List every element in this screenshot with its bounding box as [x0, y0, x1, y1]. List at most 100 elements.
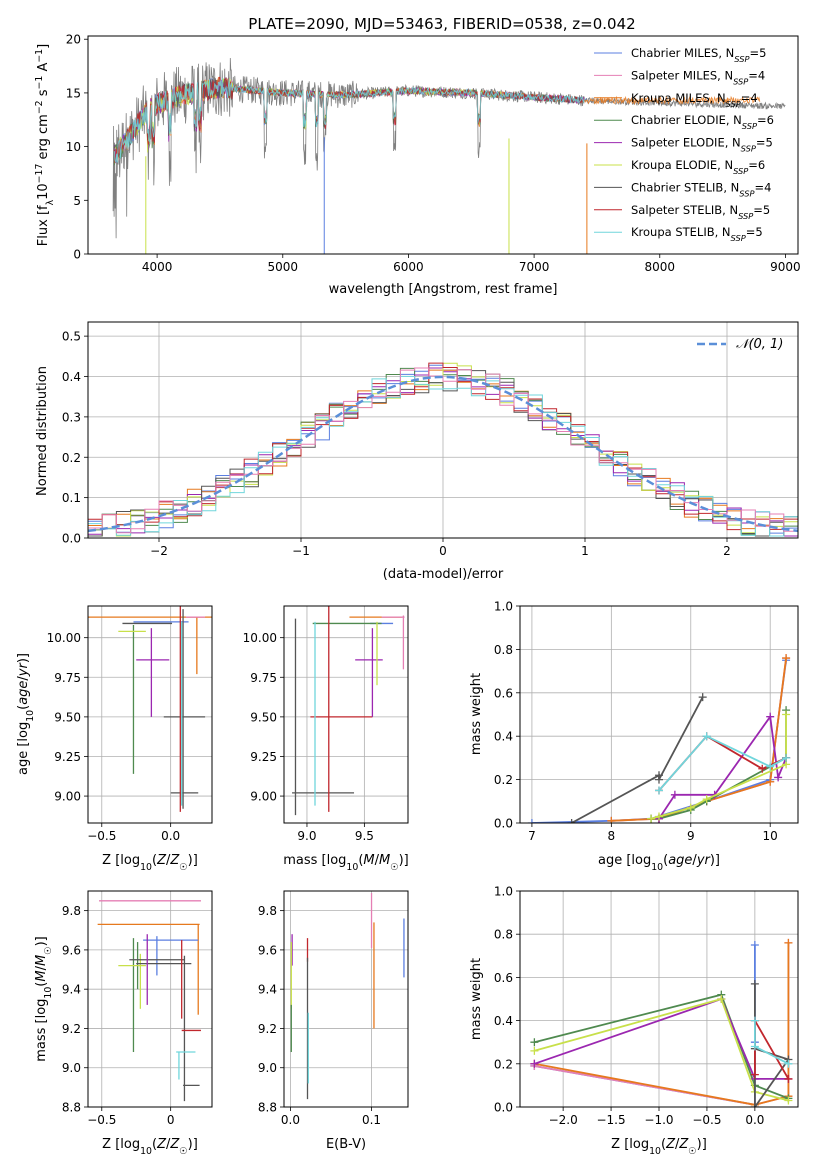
- weight-series: [607, 654, 791, 823]
- x-tick-label: 2: [723, 544, 731, 558]
- x-tick-label: 0: [167, 1113, 175, 1127]
- plus-marker: [702, 732, 711, 741]
- plus-marker: [698, 693, 707, 702]
- x-tick-label: 10: [763, 829, 778, 843]
- age-vs-z-x-axis-label: Z [log10(Z/Z☉)]: [102, 853, 198, 873]
- plus-marker: [750, 941, 759, 949]
- legend-label: Chabrier ELODIE, NSSP=6: [631, 113, 774, 131]
- mass-vs-z-y-axis-label: mass [log10(M/M☉)]: [34, 936, 54, 1062]
- y-tick-label: 9.6: [258, 943, 277, 957]
- y-tick-label: 0.4: [494, 1014, 513, 1028]
- axes-age-vs-mass: 9.0 9.5 9.00 9.25 9.50 9.75 10.00: [243, 605, 409, 843]
- plus-marker: [530, 1059, 539, 1068]
- residuals-y-axis-label: Normed distribution: [35, 366, 50, 496]
- y-tick-label: 9.8: [62, 904, 81, 918]
- plus-marker: [784, 938, 793, 947]
- x-tick-label: 1: [581, 544, 589, 558]
- y-tick-label: 10: [66, 140, 81, 154]
- y-tick-label: 0: [73, 248, 81, 262]
- y-tick-label: 0.8: [494, 928, 513, 942]
- axes-frame: [87, 890, 213, 1108]
- mass-vs-ebv-x-axis-label: E(B-V): [326, 1137, 366, 1152]
- axes-mass-vs-ebv: 0.0 0.1 8.8 9.0 9.2 9.4 9.6 9.8: [258, 890, 409, 1127]
- y-tick-label: 8.8: [258, 1101, 277, 1115]
- plot-area-weight-vs-age: [527, 654, 791, 823]
- plus-marker: [530, 1046, 539, 1055]
- plus-marker: [750, 1042, 759, 1051]
- y-tick-label: 0.8: [494, 643, 513, 657]
- x-tick-label: −2.0: [549, 1113, 578, 1127]
- axes-frame: [87, 605, 213, 824]
- plus-marker: [717, 995, 726, 1003]
- y-tick-label: 1.0: [494, 600, 513, 614]
- legend-label: Salpeter MILES, NSSP=4: [631, 68, 765, 86]
- figure-title: PLATE=2090, MJD=53463, FIBERID=0538, z=0…: [248, 15, 635, 33]
- axes-residuals: −2 −1 0 1 2 0.0 0.1 0.2 0.3 0.4 0.5: [62, 321, 799, 558]
- x-tick-label: 9.5: [355, 829, 374, 843]
- spectrum-y-axis-label: Flux [fλ10−17 erg cm−2 s−1 A−1]: [34, 44, 56, 246]
- y-tick-label: 0.0: [494, 817, 513, 831]
- plus-marker: [784, 1059, 793, 1068]
- plot-area-mass-vs-ebv: [290, 892, 405, 1100]
- x-tick-label: −1.0: [644, 1113, 673, 1127]
- weight-series: [750, 1016, 793, 1068]
- plus-marker: [607, 816, 616, 823]
- plus-marker: [686, 803, 695, 812]
- x-tick-label: −0.5: [692, 1113, 721, 1127]
- legend-label: Chabrier STELIB, NSSP=4: [631, 180, 771, 198]
- weight-series: [530, 938, 793, 1107]
- y-tick-label: 0.2: [494, 1057, 513, 1071]
- mass-vs-z-x-axis-label: Z [log10(Z/Z☉)]: [102, 1137, 198, 1157]
- x-tick-label: 0.0: [281, 1113, 300, 1127]
- y-tick-label: 0.1: [62, 491, 81, 505]
- y-tick-label: 0.6: [494, 686, 513, 700]
- x-tick-label: −2: [150, 544, 168, 558]
- y-tick-label: 9.4: [62, 983, 81, 997]
- plus-marker: [750, 1070, 759, 1079]
- x-tick-label: 9: [687, 829, 695, 843]
- weight-line: [611, 657, 787, 822]
- plot-area-age-vs-mass: [292, 606, 405, 816]
- histogram-step: [88, 367, 798, 534]
- axes-weight-vs-age: 7 8 9 10 0.0 0.2 0.4 0.6 0.8 1.0: [494, 600, 799, 843]
- weight-vs-age-y-axis-label: mass weight: [469, 673, 484, 755]
- y-tick-label: 8.8: [62, 1101, 81, 1115]
- legend-label: Kroupa STELIB, NSSP=5: [631, 225, 763, 243]
- x-tick-label: 6000: [393, 260, 424, 274]
- y-tick-label: 9.75: [54, 671, 81, 685]
- y-tick-label: 0.5: [62, 330, 81, 344]
- plus-marker: [527, 819, 536, 823]
- axes-spectrum: 4000 5000 6000 7000 8000 9000 0 5 10 15 20: [66, 33, 801, 274]
- y-tick-label: 0.0: [62, 532, 81, 546]
- weight-series: [567, 693, 707, 823]
- y-tick-label: 10.00: [243, 631, 277, 645]
- spectrum-x-axis-label: wavelength [Angstrom, rest frame]: [329, 282, 558, 297]
- y-tick-label: 9.2: [62, 1022, 81, 1036]
- axes-mass-vs-z: −0.5 0 8.8 9.0 9.2 9.4 9.6 9.8: [62, 890, 213, 1127]
- plus-marker: [758, 764, 767, 773]
- plus-marker: [567, 819, 576, 823]
- plus-marker: [655, 775, 663, 784]
- x-tick-label: 8: [608, 829, 616, 843]
- plus-marker: [702, 795, 711, 804]
- age-vs-z-y-axis-label: age [log10(age/yr)]: [16, 653, 36, 775]
- histogram-step: [88, 369, 798, 537]
- axes-frame: [283, 890, 409, 1108]
- y-tick-label: 9.0: [258, 1061, 277, 1075]
- axes-frame: [87, 35, 799, 255]
- x-tick-label: 4000: [142, 260, 173, 274]
- age-vs-mass-x-axis-label: mass [log10(M/M☉)]: [283, 853, 409, 873]
- histogram-step: [88, 375, 798, 537]
- plus-marker: [782, 710, 791, 719]
- y-tick-label: 9.25: [54, 750, 81, 764]
- plot-area-age-vs-z: [88, 606, 212, 812]
- plus-marker: [750, 979, 759, 988]
- y-tick-label: 0.4: [494, 730, 513, 744]
- x-tick-label: 9000: [770, 260, 801, 274]
- x-tick-label: 7000: [519, 260, 550, 274]
- plus-marker: [766, 777, 775, 786]
- x-tick-label: 8000: [644, 260, 675, 274]
- plus-marker: [784, 1096, 793, 1105]
- normal-curve: [88, 375, 798, 533]
- y-tick-label: 9.0: [62, 1061, 81, 1075]
